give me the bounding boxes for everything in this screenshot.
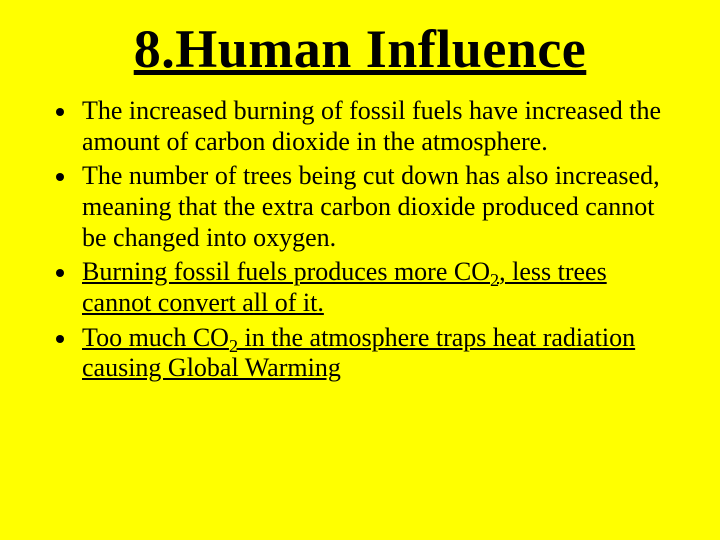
bullet-text: Too much CO2 in the atmosphere traps hea… bbox=[82, 323, 635, 383]
list-item: Too much CO2 in the atmosphere traps hea… bbox=[78, 323, 676, 384]
list-item: Burning fossil fuels produces more CO2, … bbox=[78, 257, 676, 318]
slide-title: 8.Human Influence bbox=[44, 18, 676, 80]
bullet-list: The increased burning of fossil fuels ha… bbox=[44, 96, 676, 384]
bullet-text: Burning fossil fuels produces more CO2, … bbox=[82, 257, 607, 317]
slide: 8.Human Influence The increased burning … bbox=[0, 0, 720, 384]
list-item: The number of trees being cut down has a… bbox=[78, 161, 676, 253]
list-item: The increased burning of fossil fuels ha… bbox=[78, 96, 676, 157]
bullet-text: The number of trees being cut down has a… bbox=[82, 161, 660, 251]
bullet-text: The increased burning of fossil fuels ha… bbox=[82, 96, 661, 156]
